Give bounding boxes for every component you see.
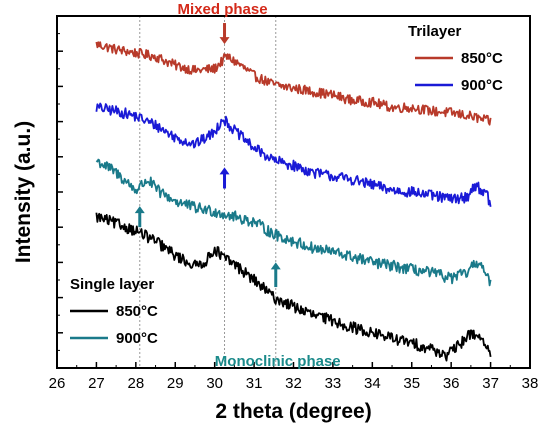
- x-tick-label: 36: [443, 375, 460, 392]
- legend-label: 900°C: [461, 77, 503, 94]
- x-tick-label: 34: [364, 375, 381, 392]
- arrow-head: [219, 167, 230, 175]
- x-tick-label: 28: [127, 375, 144, 392]
- legend-label: 900°C: [116, 330, 158, 347]
- arrow-group: [134, 23, 281, 288]
- x-tick-label: 26: [49, 375, 66, 392]
- annotation-monoclinic-phase: Monoclinic phase: [215, 353, 341, 370]
- series-line: [95, 158, 492, 287]
- y-axis: [57, 15, 63, 369]
- series-group: [95, 41, 492, 362]
- arrow-head: [270, 262, 281, 270]
- x-tick-label: 29: [167, 375, 184, 392]
- series-line: [95, 102, 492, 207]
- legend-title: Single layer: [70, 276, 154, 293]
- legend-label: 850°C: [461, 50, 503, 67]
- y-axis-label: Intensity (a.u.): [12, 121, 35, 263]
- legend-single-layer: Single layer 850°C 900°C: [70, 276, 158, 347]
- annotation-mixed-phase: Mixed phase: [178, 1, 268, 18]
- x-tick-label: 35: [403, 375, 420, 392]
- x-axis: 26 27 28 29 30 31 32 33 34 35 36 37 38: [49, 362, 539, 392]
- legend-title: Trilayer: [408, 23, 462, 40]
- series-line: [95, 41, 492, 126]
- x-axis-label: 2 theta (degree): [215, 400, 371, 423]
- legend-label: 850°C: [116, 303, 158, 320]
- x-tick-label: 32: [285, 375, 302, 392]
- x-tick-label: 38: [522, 375, 539, 392]
- x-tick-label: 37: [482, 375, 499, 392]
- x-tick-label: 31: [246, 375, 263, 392]
- x-tick-label: 30: [206, 375, 223, 392]
- series-line: [95, 212, 492, 362]
- x-tick-label: 27: [88, 375, 105, 392]
- arrow-head: [134, 206, 145, 214]
- arrow-head: [219, 37, 230, 45]
- legend-trilayer: Trilayer 850°C 900°C: [408, 23, 503, 94]
- reference-lines: [139, 16, 277, 368]
- x-tick-label: 33: [325, 375, 342, 392]
